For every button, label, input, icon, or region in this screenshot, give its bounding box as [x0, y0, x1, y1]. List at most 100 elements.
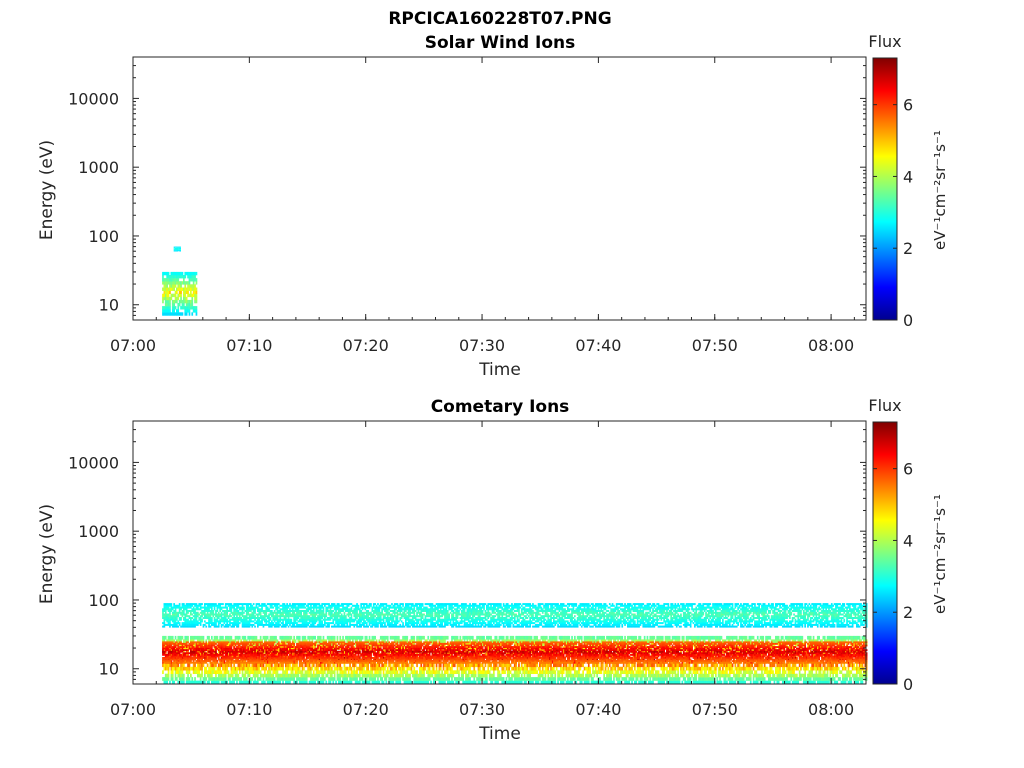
heatmap-cell: [179, 250, 181, 252]
heatmap-cell: [315, 673, 318, 678]
heatmap-cell: [195, 287, 198, 291]
heatmap-cell: [166, 309, 168, 313]
heatmap-cell: [333, 653, 336, 657]
heatmap-cell: [183, 649, 185, 654]
heatmap-cell: [187, 303, 189, 307]
heatmap-cell: [171, 281, 174, 285]
heatmap-cell: [243, 680, 245, 685]
heatmap-cell: [244, 635, 247, 640]
heatmap-cell: [211, 663, 213, 668]
heatmap-cell: [273, 639, 276, 644]
heatmap-cell: [181, 653, 184, 657]
heatmap-cell: [269, 677, 272, 681]
heatmap-cell: [325, 639, 328, 644]
heatmap-cell: [191, 299, 194, 304]
heatmap-cell: [170, 670, 173, 674]
heatmap-cell: [177, 248, 180, 250]
heatmap-cell: [266, 635, 269, 640]
heatmap-cell: [456, 666, 459, 671]
heatmap-cell: [162, 663, 164, 668]
heatmap-cell: [290, 646, 293, 650]
heatmap-cell: [194, 275, 196, 279]
heatmap-cell: [608, 663, 611, 668]
y-tick-label: 1000: [78, 158, 119, 177]
heatmap-cell: [635, 635, 638, 640]
heatmap-cell: [162, 275, 164, 279]
heatmap-cell: [164, 278, 167, 282]
heatmap-cell: [332, 663, 335, 668]
heatmap-cell: [206, 663, 209, 668]
heatmap-cell: [174, 312, 177, 316]
heatmap-cell: [250, 666, 252, 671]
heatmap-cell: [194, 309, 196, 313]
heatmap-cell: [444, 673, 446, 678]
heatmap-cell: [167, 271, 170, 276]
heatmap-cell: [164, 271, 167, 276]
heatmap-cell: [173, 306, 175, 310]
heatmap-cell: [191, 312, 194, 316]
heatmap-cell: [280, 635, 283, 640]
heatmap-cell: [303, 666, 305, 671]
heatmap-cell: [278, 666, 280, 671]
heatmap-cell: [255, 649, 258, 654]
heatmap-cell: [252, 673, 255, 678]
heatmap-cell: [192, 271, 195, 276]
heatmap-cell: [185, 680, 188, 685]
heatmap-cell: [604, 666, 607, 671]
heatmap-cell: [275, 663, 277, 668]
heatmap-cell: [173, 246, 176, 248]
heatmap-cell: [192, 281, 195, 285]
heatmap-cell: [211, 666, 213, 671]
heatmap-cell: [315, 670, 318, 674]
heatmap-cell: [336, 635, 339, 640]
heatmap-cell: [512, 635, 515, 640]
heatmap-cell: [321, 666, 323, 671]
heatmap-cell: [458, 670, 460, 674]
heatmap-cell: [176, 275, 178, 279]
heatmap-cell: [184, 299, 187, 304]
heatmap-cell: [290, 677, 293, 681]
heatmap-cell: [329, 639, 332, 644]
heatmap-cell: [163, 309, 166, 313]
heatmap-cell: [668, 635, 671, 640]
heatmap-cell: [286, 666, 288, 671]
heatmap-cell: [208, 639, 210, 644]
heatmap-cell: [176, 296, 178, 301]
heatmap-cell: [227, 677, 230, 681]
heatmap-cell: [162, 278, 164, 282]
heatmap-cell: [315, 666, 318, 671]
heatmap-cell: [171, 278, 174, 282]
heatmap-cell: [342, 670, 344, 674]
heatmap-cell: [285, 673, 287, 678]
heatmap-cell: [319, 666, 322, 671]
heatmap-cell: [169, 275, 171, 279]
heatmap-cell: [652, 670, 654, 674]
heatmap-cell: [326, 666, 329, 671]
heatmap-cell: [247, 635, 249, 640]
heatmap-cell: [285, 663, 287, 668]
heatmap-cell: [241, 670, 244, 674]
heatmap-cell: [346, 666, 349, 671]
heatmap-cell: [264, 666, 266, 671]
heatmap-cell: [508, 673, 510, 678]
heatmap-cell: [166, 293, 168, 298]
heatmap-cell: [350, 677, 353, 681]
heatmap-cell: [648, 666, 650, 671]
heatmap-cell: [291, 663, 294, 668]
heatmap-cell: [180, 287, 182, 291]
heatmap-cell: [276, 670, 279, 674]
heatmap-cell: [254, 663, 256, 668]
heatmap-cell: [184, 290, 187, 294]
heatmap-cell: [234, 677, 237, 681]
heatmap-cell: [278, 677, 280, 681]
heatmap-cell: [317, 673, 319, 678]
heatmap-cell: [258, 677, 261, 681]
heatmap-cell: [234, 635, 237, 640]
heatmap-cell: [171, 666, 174, 671]
heatmap-cell: [184, 635, 187, 640]
x-axis-label: Time: [478, 360, 521, 380]
heatmap-cell: [314, 653, 316, 657]
heatmap-cell: [333, 635, 336, 640]
heatmap-cell: [181, 677, 184, 681]
heatmap-cell: [252, 666, 255, 671]
